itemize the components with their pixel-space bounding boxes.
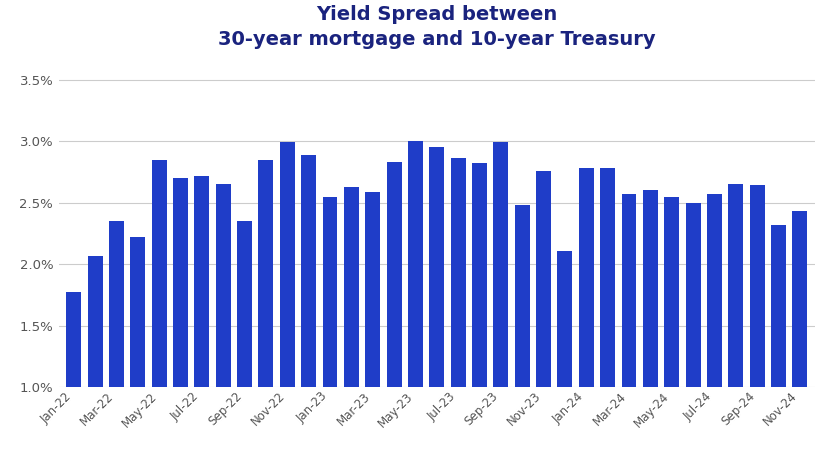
- Bar: [493, 143, 508, 472]
- Bar: [216, 184, 231, 472]
- Bar: [386, 162, 402, 472]
- Bar: [173, 178, 188, 472]
- Bar: [792, 211, 807, 472]
- Bar: [664, 196, 680, 472]
- Bar: [579, 169, 594, 472]
- Bar: [600, 169, 615, 472]
- Bar: [87, 255, 102, 472]
- Bar: [280, 143, 295, 472]
- Bar: [259, 160, 274, 472]
- Bar: [237, 221, 252, 472]
- Bar: [429, 147, 444, 472]
- Bar: [152, 160, 166, 472]
- Bar: [109, 221, 124, 472]
- Bar: [323, 196, 338, 472]
- Bar: [66, 293, 81, 472]
- Bar: [472, 163, 487, 472]
- Bar: [408, 141, 423, 472]
- Bar: [365, 192, 381, 472]
- Bar: [130, 237, 145, 472]
- Bar: [685, 202, 701, 472]
- Bar: [515, 205, 530, 472]
- Title: Yield Spread between
30-year mortgage and 10-year Treasury: Yield Spread between 30-year mortgage an…: [218, 5, 655, 49]
- Bar: [451, 159, 465, 472]
- Bar: [728, 184, 743, 472]
- Bar: [344, 187, 359, 472]
- Bar: [194, 176, 209, 472]
- Bar: [622, 194, 637, 472]
- Bar: [643, 190, 658, 472]
- Bar: [536, 171, 551, 472]
- Bar: [749, 185, 764, 472]
- Bar: [707, 194, 722, 472]
- Bar: [771, 225, 786, 472]
- Bar: [558, 251, 572, 472]
- Bar: [302, 155, 316, 472]
